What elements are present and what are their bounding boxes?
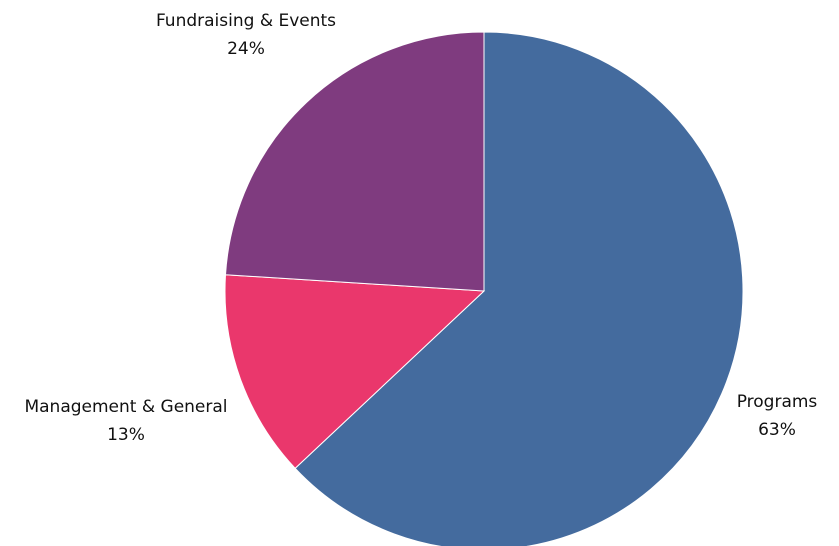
slice-label-fundraising-events: Fundraising & Events — [156, 11, 336, 31]
slice-percent-management-general: 13% — [107, 425, 145, 445]
pie-slice-management-general — [224, 274, 486, 470]
pie-slice-programs — [294, 31, 744, 546]
slice-percent-fundraising-events: 24% — [227, 39, 265, 59]
slice-percent-programs: 63% — [758, 420, 796, 440]
slice-label-management-general: Management & General — [24, 397, 227, 417]
pie-slice-fundraising-events — [224, 31, 485, 292]
slice-label-programs: Programs — [737, 392, 818, 412]
pie-slices — [224, 31, 744, 546]
